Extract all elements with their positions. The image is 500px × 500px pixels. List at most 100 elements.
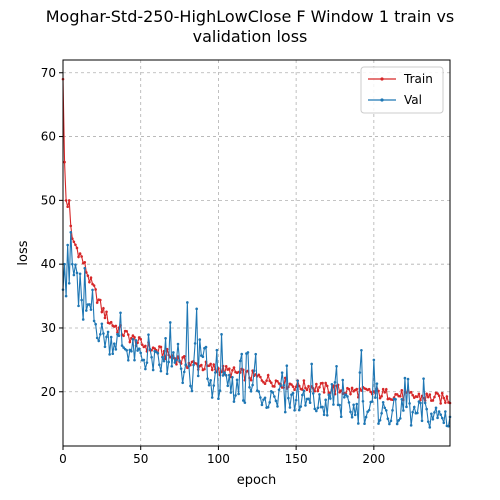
data-point-train — [71, 237, 74, 240]
data-point-val — [442, 421, 446, 425]
data-point-train — [74, 243, 77, 247]
data-point-train — [378, 396, 382, 400]
data-point-train — [103, 316, 107, 320]
data-point-val — [294, 398, 298, 402]
data-point-val — [287, 396, 290, 400]
data-point-val — [381, 400, 385, 404]
data-point-val — [176, 342, 180, 346]
data-point-val — [277, 388, 281, 392]
data-point-val — [361, 399, 365, 403]
data-point-train — [439, 402, 442, 405]
y-tick-label: 50 — [41, 193, 56, 207]
data-point-train — [72, 240, 76, 244]
data-point-val — [212, 384, 216, 387]
data-point-val — [156, 351, 160, 355]
data-point-val — [162, 359, 166, 363]
data-point-val — [358, 371, 362, 374]
data-point-val — [151, 368, 155, 372]
data-point-val — [416, 411, 419, 415]
data-point-train — [416, 395, 419, 399]
data-point-val — [91, 288, 94, 292]
data-point-val — [341, 378, 345, 382]
data-point-train — [210, 368, 214, 372]
data-point-val — [444, 410, 447, 413]
data-point-val — [330, 383, 334, 386]
data-point-val — [148, 347, 152, 351]
data-point-train — [257, 373, 261, 377]
data-point-val — [293, 409, 296, 412]
data-point-val — [63, 262, 66, 266]
data-point-train — [265, 379, 268, 382]
data-point-val — [388, 422, 391, 426]
data-point-val — [335, 364, 338, 368]
data-point-val — [214, 371, 217, 374]
data-point-val — [440, 416, 444, 420]
y-tick-label: 20 — [41, 385, 56, 399]
data-point-val — [221, 374, 225, 377]
data-point-train — [290, 383, 293, 386]
data-point-val — [285, 364, 289, 368]
data-point-train — [349, 392, 352, 396]
data-point-train — [168, 355, 172, 359]
data-point-train — [126, 333, 130, 336]
data-point-val — [189, 384, 192, 388]
data-point-val — [313, 407, 317, 411]
data-point-train — [116, 331, 119, 334]
data-point-val — [307, 397, 310, 401]
legend-marker-val — [380, 98, 384, 102]
data-point-val — [363, 422, 366, 425]
data-point-train — [128, 340, 132, 344]
data-point-val — [436, 416, 439, 420]
legend-label-train: Train — [403, 72, 433, 86]
data-point-train — [131, 334, 135, 337]
data-point-train — [80, 255, 83, 258]
data-point-train — [186, 366, 189, 370]
data-point-train — [425, 392, 428, 396]
data-point-val — [89, 308, 93, 311]
data-point-train — [315, 382, 318, 386]
data-point-val — [403, 376, 407, 380]
data-point-train — [369, 390, 373, 394]
data-point-train — [175, 362, 178, 366]
data-point-val — [108, 353, 111, 356]
data-point-val — [184, 363, 188, 366]
data-point-val — [69, 230, 73, 234]
data-point-val — [235, 378, 239, 382]
data-point-train — [380, 394, 383, 398]
data-point-val — [408, 402, 411, 405]
data-point-train — [77, 255, 80, 259]
data-point-val — [273, 395, 276, 398]
data-point-val — [350, 415, 354, 419]
data-point-train — [249, 378, 253, 382]
data-point-val — [420, 419, 424, 423]
series-line-val — [62, 232, 451, 428]
data-point-train — [63, 160, 66, 164]
data-point-train — [411, 393, 414, 397]
data-point-train — [122, 334, 125, 338]
data-point-val — [159, 369, 163, 373]
data-point-val — [126, 358, 130, 362]
data-point-val — [223, 371, 226, 375]
data-point-val — [120, 344, 124, 347]
data-point-train — [350, 386, 354, 390]
data-point-val — [367, 408, 371, 412]
data-point-train — [431, 399, 435, 402]
data-point-train — [78, 252, 82, 255]
data-point-val — [248, 385, 251, 389]
data-point-val — [229, 391, 233, 394]
data-point-val — [139, 351, 143, 355]
data-point-val — [338, 403, 341, 407]
data-point-train — [367, 387, 371, 391]
data-point-val — [325, 414, 329, 417]
data-point-train — [307, 384, 310, 388]
data-point-val — [234, 394, 237, 397]
data-point-val — [92, 319, 96, 323]
data-point-train — [209, 362, 212, 366]
data-point-val — [431, 417, 435, 421]
data-point-val — [439, 413, 442, 416]
data-point-val — [304, 404, 307, 407]
data-point-val — [83, 266, 87, 270]
data-point-val — [193, 342, 197, 345]
data-point-train — [266, 373, 270, 377]
data-point-val — [299, 405, 303, 408]
